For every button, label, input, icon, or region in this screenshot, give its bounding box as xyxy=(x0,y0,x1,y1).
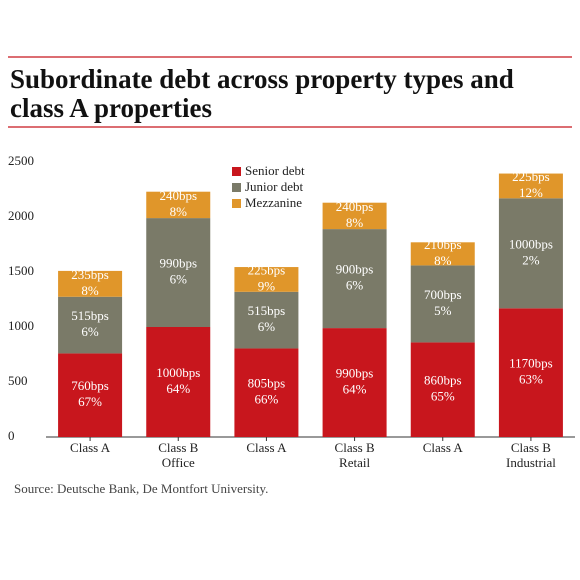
legend-swatch xyxy=(232,183,241,192)
share-label: 9% xyxy=(258,278,276,293)
bar-segment xyxy=(498,308,563,437)
source: Source: Deutsche Bank, De Montfort Unive… xyxy=(14,481,268,496)
legend-label: Mezzanine xyxy=(245,195,302,210)
bar-segment xyxy=(498,198,563,309)
bar-segment xyxy=(410,265,475,343)
value-label: 240bps xyxy=(336,199,374,214)
bar-segment xyxy=(58,296,123,354)
group-label: Retail xyxy=(339,455,370,470)
value-label: 210bps xyxy=(424,237,462,252)
group-label: Office xyxy=(162,455,195,470)
value-label: 235bps xyxy=(71,267,109,282)
value-label: 900bps xyxy=(336,262,374,277)
bar-segment xyxy=(234,291,299,349)
bar-segment xyxy=(146,327,211,437)
value-label: 240bps xyxy=(159,188,197,203)
share-label: 64% xyxy=(166,381,190,396)
x-tick-label: Class A xyxy=(246,440,287,455)
share-label: 8% xyxy=(81,283,99,298)
y-tick-label: 0 xyxy=(8,428,15,443)
share-label: 63% xyxy=(519,372,543,387)
bar-segment xyxy=(234,267,299,292)
bar-segment xyxy=(234,348,299,437)
value-label: 860bps xyxy=(424,373,462,388)
value-label: 1000bps xyxy=(509,236,553,251)
bar-segment xyxy=(146,218,211,327)
x-tick-label: Class A xyxy=(423,440,464,455)
share-label: 65% xyxy=(431,389,455,404)
share-label: 8% xyxy=(434,253,452,268)
bar-segment xyxy=(58,270,123,297)
share-label: 2% xyxy=(522,252,540,267)
value-label: 805bps xyxy=(248,376,286,391)
share-label: 6% xyxy=(346,278,364,293)
legend-swatch xyxy=(232,199,241,208)
bar-segment xyxy=(322,328,387,437)
value-label: 990bps xyxy=(159,256,197,271)
value-label: 225bps xyxy=(248,262,286,277)
value-label: 515bps xyxy=(71,308,109,323)
x-tick-label: Class A xyxy=(70,440,111,455)
group-label: Industrial xyxy=(506,455,556,470)
y-tick-label: 1000 xyxy=(8,318,34,333)
value-label: 760bps xyxy=(71,378,109,393)
share-label: 66% xyxy=(254,392,278,407)
bar-segment xyxy=(498,173,563,199)
bar-segment xyxy=(322,202,387,230)
share-label: 5% xyxy=(434,303,452,318)
chart-title: Subordinate debt across property types a… xyxy=(10,64,514,94)
value-label: 700bps xyxy=(424,287,462,302)
bar-segment xyxy=(58,353,123,437)
share-label: 12% xyxy=(519,185,543,200)
y-tick-label: 500 xyxy=(8,373,28,388)
y-tick-label: 2000 xyxy=(8,208,34,223)
share-label: 67% xyxy=(78,394,102,409)
bar-segment xyxy=(410,242,475,266)
x-tick-label: Class B xyxy=(335,440,375,455)
legend-swatch xyxy=(232,167,241,176)
value-label: 990bps xyxy=(336,366,374,381)
share-label: 6% xyxy=(258,319,276,334)
share-label: 8% xyxy=(346,215,364,230)
y-tick-label: 1500 xyxy=(8,263,34,278)
chart-title: class A properties xyxy=(10,93,212,123)
value-label: 1170bps xyxy=(509,356,553,371)
share-label: 64% xyxy=(343,382,367,397)
x-tick-label: Class B xyxy=(158,440,198,455)
value-label: 1000bps xyxy=(156,365,200,380)
value-label: 515bps xyxy=(248,303,286,318)
share-label: 8% xyxy=(170,204,188,219)
share-label: 6% xyxy=(170,272,188,287)
bar-segment xyxy=(322,229,387,329)
bar-segment xyxy=(146,191,211,219)
legend-label: Senior debt xyxy=(245,163,305,178)
x-tick-label: Class B xyxy=(511,440,551,455)
bar-segment xyxy=(410,342,475,437)
legend-label: Junior debt xyxy=(245,179,304,194)
share-label: 6% xyxy=(81,324,99,339)
value-label: 225bps xyxy=(512,169,550,184)
y-tick-label: 2500 xyxy=(8,153,34,168)
